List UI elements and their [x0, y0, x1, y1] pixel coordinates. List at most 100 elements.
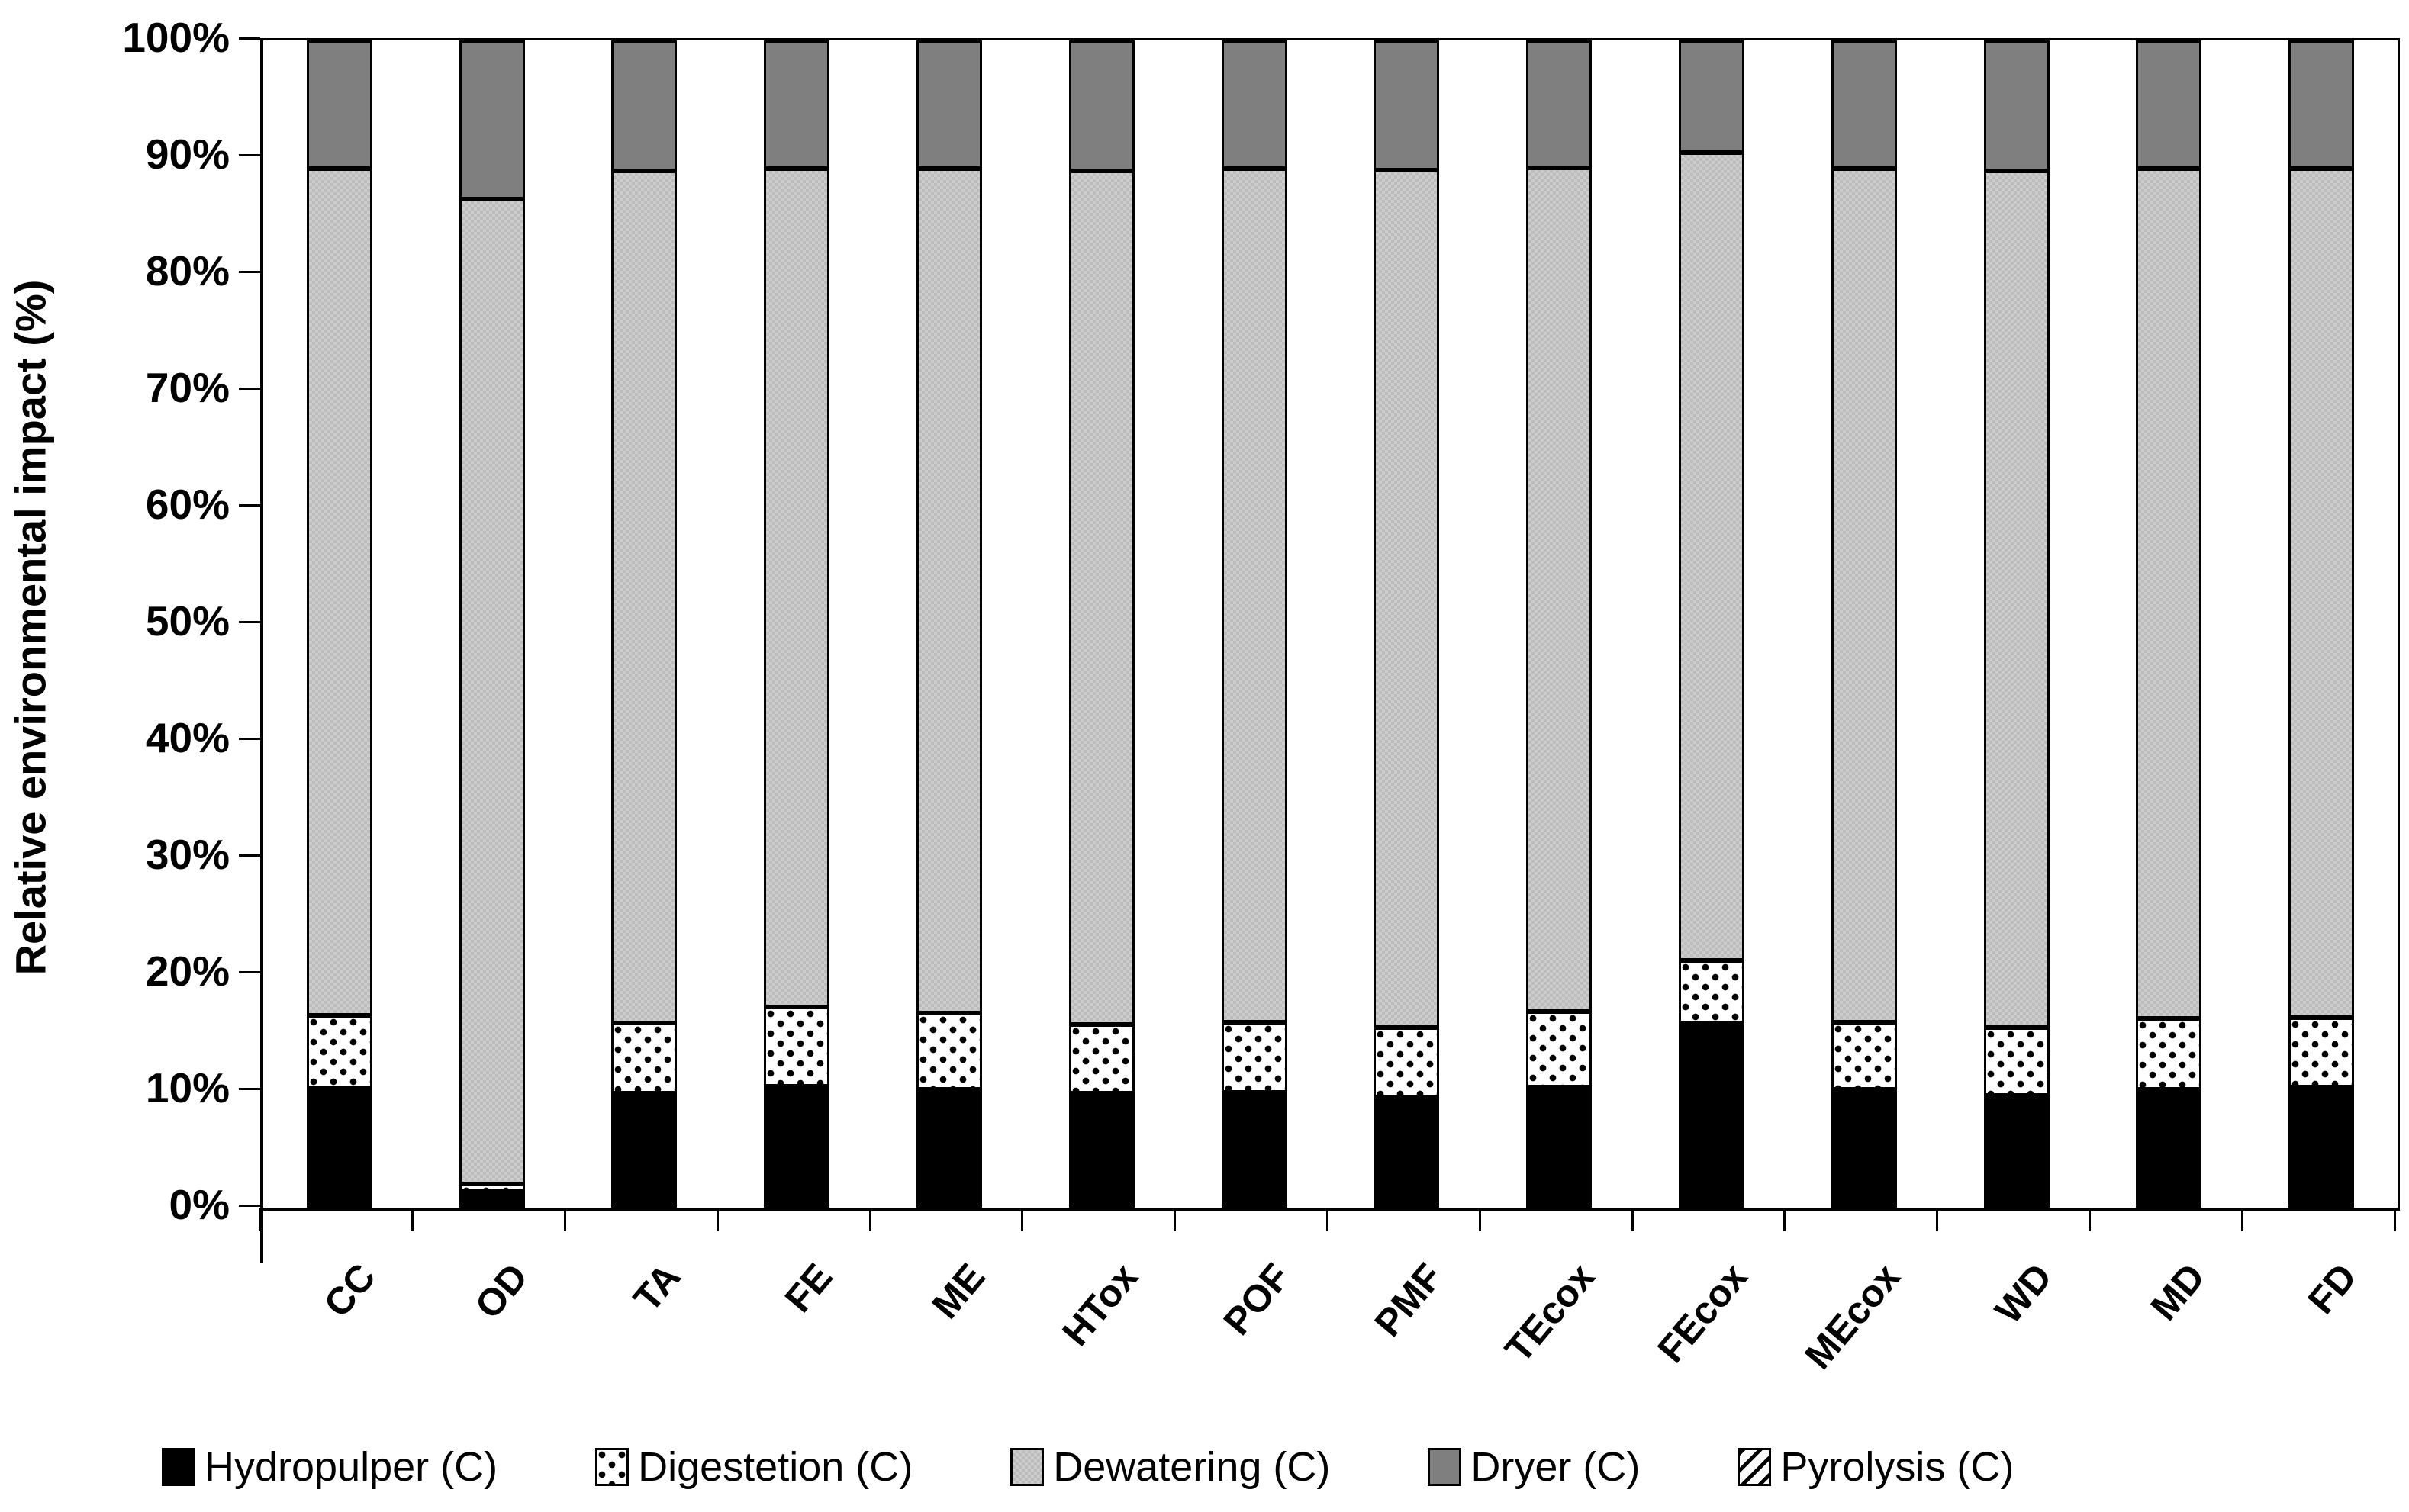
segment-dryer-c — [916, 40, 983, 169]
segment-hydropulper-c — [1221, 1092, 1287, 1208]
bar-me — [916, 40, 983, 1208]
x-axis-label-fecox: FEcox — [1649, 1255, 1756, 1371]
x-tick-mark — [1783, 1208, 1786, 1231]
legend-item-dryer-c: Dryer (C) — [1428, 1444, 1640, 1490]
x-tick-mark — [1021, 1208, 1024, 1231]
segment-dewatering-c — [2288, 169, 2355, 1018]
bars-layer — [263, 40, 2398, 1208]
bar-wd — [1983, 40, 2050, 1208]
x-tick-mark — [2240, 1208, 2243, 1231]
segment-dewatering-c — [1831, 169, 1897, 1022]
y-tick-label: 0% — [169, 1181, 230, 1228]
segment-digestetion-c — [1526, 1011, 1593, 1088]
segment-hydropulper-c — [2288, 1087, 2355, 1208]
x-tick-mark — [1631, 1208, 1634, 1231]
bar-md — [2136, 40, 2202, 1208]
legend-label-dewatering-c: Dewatering (C) — [1053, 1444, 1331, 1490]
segment-digestetion-c — [2136, 1018, 2202, 1090]
segment-digestetion-c — [1221, 1021, 1287, 1092]
legend-item-pyrolysis-c: Pyrolysis (C) — [1738, 1444, 2014, 1490]
segment-dewatering-c — [306, 169, 372, 1015]
legend: Hydropulper (C) Digestetion (C) Dewatering… — [162, 1444, 2014, 1490]
segment-dewatering-c — [2136, 169, 2202, 1019]
y-tick-mark — [239, 620, 260, 623]
x-tick-mark — [411, 1208, 414, 1231]
segment-hydropulper-c — [1678, 1023, 1744, 1208]
x-axis-label-tecox: TEcox — [1496, 1255, 1603, 1371]
legend-item-dewatering-c: Dewatering (C) — [1010, 1444, 1330, 1490]
segment-dryer-c — [459, 40, 525, 200]
segment-digestetion-c — [1678, 960, 1744, 1024]
segment-digestetion-c — [916, 1012, 983, 1090]
segment-digestetion-c — [611, 1023, 678, 1094]
x-tick-mark — [1936, 1208, 1939, 1231]
segment-dewatering-c — [1526, 167, 1593, 1012]
legend-marker-pyrolysis-c — [1738, 1448, 1772, 1486]
y-tick-mark — [239, 153, 260, 156]
segment-dryer-c — [611, 40, 678, 172]
x-tick-mark — [2088, 1208, 2091, 1231]
x-axis-label-od: OD — [466, 1255, 536, 1327]
segment-digestetion-c — [2288, 1017, 2355, 1088]
segment-digestetion-c — [1983, 1028, 2050, 1096]
segment-hydropulper-c — [306, 1088, 372, 1208]
segment-hydropulper-c — [459, 1191, 525, 1208]
y-axis-line-extension — [260, 1205, 263, 1263]
segment-dryer-c — [1983, 40, 2050, 172]
bar-pmf — [1374, 40, 1440, 1208]
x-tick-mark — [868, 1208, 871, 1231]
legend-label-digestetion-c: Digestetion (C) — [638, 1444, 913, 1490]
x-axis-label-cc: CC — [315, 1255, 384, 1325]
legend-marker-hydropulper-c — [162, 1448, 195, 1486]
plot-area — [260, 38, 2400, 1211]
bar-od — [459, 40, 525, 1208]
segment-hydropulper-c — [1526, 1087, 1593, 1208]
x-axis-label-fe: FE — [776, 1255, 841, 1321]
y-tick-label: 50% — [145, 597, 230, 645]
legend-label-pyrolysis-c: Pyrolysis (C) — [1780, 1444, 2014, 1490]
y-tick-mark — [239, 737, 260, 740]
y-tick-label: 70% — [145, 364, 230, 411]
legend-label-hydropulper-c: Hydropulper (C) — [205, 1444, 498, 1490]
bar-tecox — [1526, 40, 1593, 1208]
bar-fe — [764, 40, 830, 1208]
segment-dewatering-c — [1983, 171, 2050, 1028]
segment-digestetion-c — [764, 1006, 830, 1086]
x-tick-mark — [716, 1208, 719, 1231]
y-tick-mark — [239, 270, 260, 273]
segment-dewatering-c — [1221, 169, 1287, 1022]
segment-dewatering-c — [611, 171, 678, 1024]
segment-hydropulper-c — [1983, 1095, 2050, 1208]
y-tick-label: 80% — [145, 247, 230, 294]
segment-dryer-c — [1374, 40, 1440, 170]
legend-marker-dryer-c — [1428, 1448, 1462, 1486]
x-axis-label-me: ME — [923, 1255, 994, 1327]
y-tick-label: 30% — [145, 831, 230, 878]
segment-hydropulper-c — [1831, 1089, 1897, 1208]
segment-dryer-c — [1068, 40, 1135, 172]
x-axis-label-fd: FD — [2300, 1255, 2366, 1322]
x-axis-label-pmf: PMF — [1366, 1255, 1451, 1345]
x-axis-label-htox: HTox — [1053, 1255, 1146, 1354]
segment-hydropulper-c — [764, 1086, 830, 1208]
bar-mecox — [1831, 40, 1897, 1208]
legend-marker-digestetion-c — [595, 1448, 630, 1486]
x-tick-mark — [564, 1208, 567, 1231]
y-tick-mark — [239, 854, 260, 857]
x-axis-label-pof: POF — [1215, 1255, 1299, 1343]
segment-dewatering-c — [764, 169, 830, 1007]
segment-digestetion-c — [1374, 1028, 1440, 1097]
segment-dewatering-c — [1374, 169, 1440, 1028]
segment-dryer-c — [764, 40, 830, 169]
segment-dewatering-c — [1068, 171, 1135, 1025]
bar-ta — [611, 40, 678, 1208]
bar-cc — [306, 40, 372, 1208]
bar-pof — [1221, 40, 1287, 1208]
segment-dryer-c — [1831, 40, 1897, 169]
segment-dryer-c — [306, 40, 372, 169]
segment-dewatering-c — [916, 169, 983, 1013]
bar-fd — [2288, 40, 2355, 1208]
y-tick-mark — [239, 1204, 260, 1207]
x-axis-label-wd: WD — [1986, 1255, 2061, 1332]
